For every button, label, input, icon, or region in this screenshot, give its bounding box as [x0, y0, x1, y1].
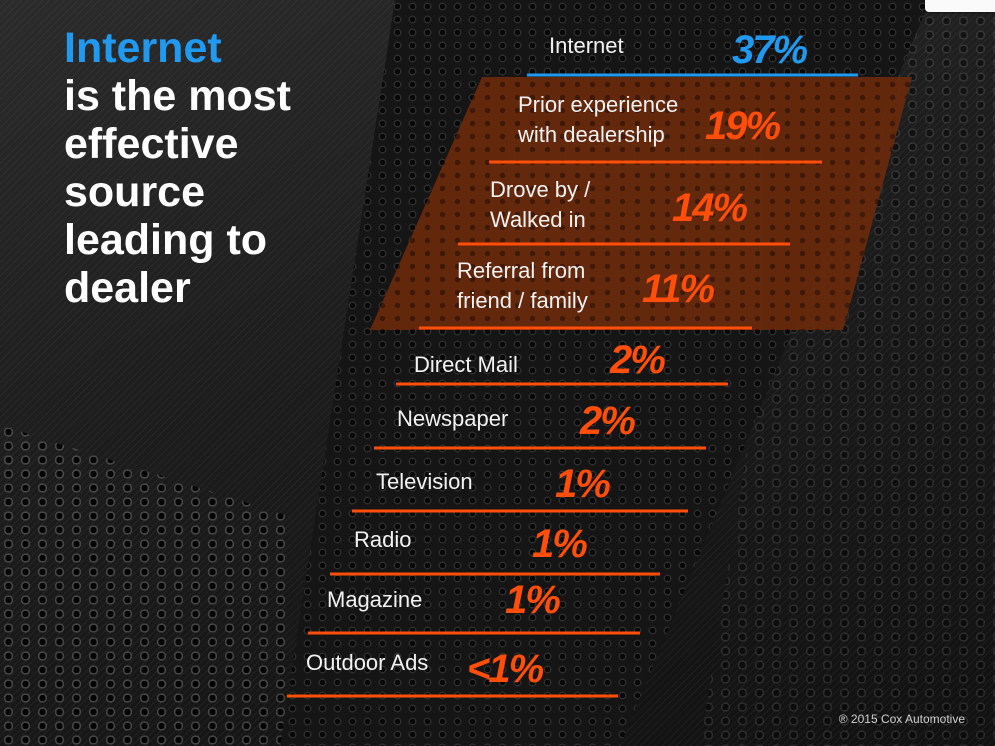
row-label: with dealership	[517, 122, 665, 147]
row-value: 1%	[505, 578, 560, 622]
ranking-row: Prior experience with dealership 19%	[489, 92, 822, 164]
ranking-row: Direct Mail 2%	[396, 338, 728, 386]
copyright: ® 2015 Cox Automotive	[838, 712, 965, 726]
row-label: Internet	[549, 33, 624, 58]
row-value: 1%	[555, 462, 610, 506]
row-value: 37%	[732, 28, 807, 72]
ranking-row: Drove by / Walked in 14%	[458, 177, 790, 246]
ranking-row: Television 1%	[352, 462, 688, 513]
row-value: 2%	[609, 338, 665, 382]
row-value: 11%	[642, 267, 715, 311]
ranking-row: Outdoor Ads <1%	[287, 647, 618, 698]
row-value: 14%	[672, 186, 747, 230]
headline-accent: Internet	[64, 24, 222, 72]
row-label: Outdoor Ads	[306, 650, 428, 675]
headline: Internet is the most effective source le…	[64, 24, 364, 312]
ranking-row: Referral from friend / family 11%	[419, 258, 752, 330]
headline-rest: is the most effective source leading to …	[64, 72, 291, 312]
row-value: <1%	[467, 647, 544, 691]
ranking-row: Internet 37%	[527, 28, 858, 77]
ranking-row: Radio 1%	[330, 522, 660, 576]
row-label: Newspaper	[397, 406, 508, 431]
row-label: friend / family	[457, 288, 588, 313]
row-label: Direct Mail	[414, 352, 518, 377]
row-label: Drove by /	[490, 177, 591, 202]
row-label: Radio	[354, 527, 411, 552]
row-label: Magazine	[327, 587, 422, 612]
corner-tab	[925, 0, 995, 12]
row-label: Prior experience	[518, 92, 678, 117]
row-label: Walked in	[490, 207, 586, 232]
row-value: 1%	[532, 522, 587, 566]
row-label: Referral from	[457, 258, 585, 283]
ranking-row: Newspaper 2%	[374, 399, 706, 450]
row-label: Television	[376, 469, 473, 494]
row-value: 2%	[579, 399, 635, 443]
row-value: 19%	[705, 104, 780, 148]
ranking-row: Magazine 1%	[308, 578, 640, 635]
